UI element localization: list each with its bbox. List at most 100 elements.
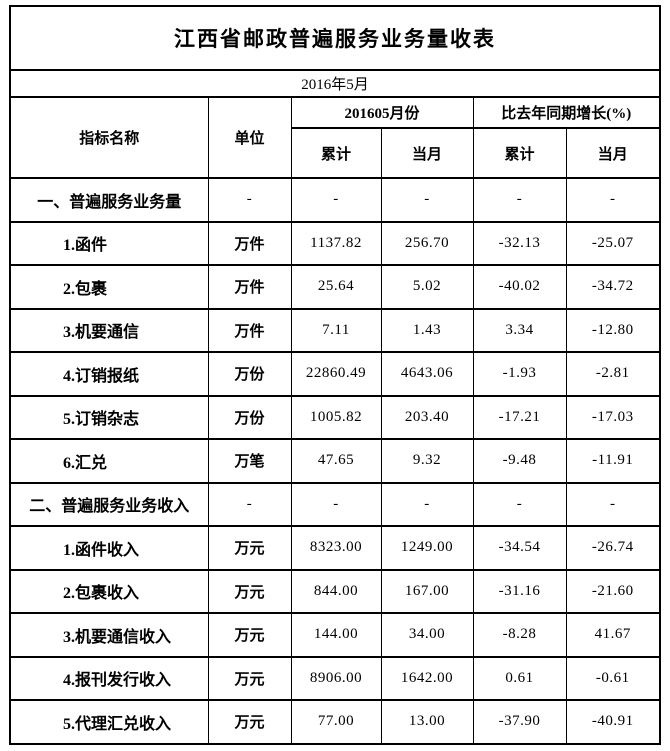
unit-cell: 万件 bbox=[207, 307, 292, 353]
value-cell: -31.16 bbox=[472, 568, 567, 614]
table-title: 江西省邮政普遍服务业务量收表 bbox=[9, 5, 661, 71]
unit-cell: 万笔 bbox=[207, 438, 292, 484]
unit-cell: 万份 bbox=[207, 351, 292, 397]
unit-cell: 万元 bbox=[207, 612, 292, 658]
value-cell: 13.00 bbox=[380, 699, 474, 745]
value-cell: - bbox=[290, 177, 382, 223]
indicator-name-cell: 5.代理汇兑收入 bbox=[9, 699, 209, 745]
unit-cell: - bbox=[207, 481, 292, 527]
value-cell: 4643.06 bbox=[380, 351, 474, 397]
value-cell: -34.54 bbox=[472, 525, 567, 571]
value-cell: 47.65 bbox=[290, 438, 382, 484]
value-cell: 41.67 bbox=[565, 612, 661, 658]
table-row: 1.函件 万件 1137.82 256.70 -32.13 -25.07 bbox=[9, 220, 661, 266]
value-cell: -11.91 bbox=[565, 438, 661, 484]
value-cell: -8.28 bbox=[472, 612, 567, 658]
value-cell: 8323.00 bbox=[290, 525, 382, 571]
value-cell: -17.21 bbox=[472, 394, 567, 440]
table-row: 5.代理汇兑收入 万元 77.00 13.00 -37.90 -40.91 bbox=[9, 699, 661, 745]
value-cell: -1.93 bbox=[472, 351, 567, 397]
table-row: 5.订销杂志 万份 1005.82 203.40 -17.21 -17.03 bbox=[9, 394, 661, 440]
value-cell: 0.61 bbox=[472, 655, 567, 701]
header-cumulative: 累计 bbox=[290, 127, 382, 179]
report-period: 2016年5月 bbox=[9, 69, 661, 98]
unit-cell: - bbox=[207, 177, 292, 223]
value-cell: -2.81 bbox=[565, 351, 661, 397]
value-cell: 34.00 bbox=[380, 612, 474, 658]
title-row: 江西省邮政普遍服务业务量收表 bbox=[9, 5, 661, 71]
value-cell: 25.64 bbox=[290, 264, 382, 310]
value-cell: 22860.49 bbox=[290, 351, 382, 397]
value-cell: -17.03 bbox=[565, 394, 661, 440]
value-cell: 1005.82 bbox=[290, 394, 382, 440]
postal-service-report-table: 江西省邮政普遍服务业务量收表 2016年5月 指标名称 单位 201605月份 … bbox=[9, 5, 661, 745]
value-cell: - bbox=[472, 177, 567, 223]
value-cell: - bbox=[565, 481, 661, 527]
unit-cell: 万元 bbox=[207, 699, 292, 745]
unit-cell: 万件 bbox=[207, 264, 292, 310]
subtitle-row: 2016年5月 bbox=[9, 69, 661, 98]
value-cell: 144.00 bbox=[290, 612, 382, 658]
table-row: 2.包裹收入 万元 844.00 167.00 -31.16 -21.60 bbox=[9, 568, 661, 614]
indicator-name-cell: 1.函件收入 bbox=[9, 525, 209, 571]
value-cell: -40.91 bbox=[565, 699, 661, 745]
value-cell: 5.02 bbox=[380, 264, 474, 310]
header-group-current-month: 201605月份 bbox=[290, 96, 474, 129]
unit-cell: 万元 bbox=[207, 655, 292, 701]
value-cell: - bbox=[565, 177, 661, 223]
section-row: 一、普遍服务业务量 - - - - - bbox=[9, 177, 661, 223]
value-cell: -25.07 bbox=[565, 220, 661, 266]
value-cell: 1249.00 bbox=[380, 525, 474, 571]
table-row: 2.包裹 万件 25.64 5.02 -40.02 -34.72 bbox=[9, 264, 661, 310]
value-cell: -37.90 bbox=[472, 699, 567, 745]
value-cell: 9.32 bbox=[380, 438, 474, 484]
value-cell: -34.72 bbox=[565, 264, 661, 310]
table-body: 一、普遍服务业务量 - - - - -1.函件 万件 1137.82 256.70 -32.13-… bbox=[9, 177, 661, 745]
value-cell: - bbox=[290, 481, 382, 527]
value-cell: 844.00 bbox=[290, 568, 382, 614]
value-cell: 3.34 bbox=[472, 307, 567, 353]
value-cell: - bbox=[380, 177, 474, 223]
value-cell: 1137.82 bbox=[290, 220, 382, 266]
section-row: 二、普遍服务业务收入 - - - - - bbox=[9, 481, 661, 527]
value-cell: 256.70 bbox=[380, 220, 474, 266]
table-head: 江西省邮政普遍服务业务量收表 2016年5月 指标名称 单位 201605月份 … bbox=[9, 5, 661, 179]
value-cell: 203.40 bbox=[380, 394, 474, 440]
value-cell: -0.61 bbox=[565, 655, 661, 701]
value-cell: -40.02 bbox=[472, 264, 567, 310]
table-row: 3.机要通信 万件 7.11 1.43 3.34 -12.80 bbox=[9, 307, 661, 353]
header-row-groups: 指标名称 单位 201605月份 比去年同期增长(%) bbox=[9, 96, 661, 179]
header-current-month: 当月 bbox=[380, 127, 474, 179]
header-yoy-current-month: 当月 bbox=[565, 127, 661, 179]
table-row: 6.汇兑 万笔 47.65 9.32 -9.48 -11.91 bbox=[9, 438, 661, 484]
table-row: 3.机要通信收入 万元 144.00 34.00 -8.28 41.67 bbox=[9, 612, 661, 658]
indicator-name-cell: 4.订销报纸 bbox=[9, 351, 209, 397]
value-cell: 1642.00 bbox=[380, 655, 474, 701]
indicator-name-cell: 6.汇兑 bbox=[9, 438, 209, 484]
table-row: 4.报刊发行收入 万元 8906.00 1642.00 0.61 -0.61 bbox=[9, 655, 661, 701]
indicator-name-cell: 2.包裹收入 bbox=[9, 568, 209, 614]
header-indicator-name: 指标名称 bbox=[9, 96, 209, 179]
indicator-name-cell: 1.函件 bbox=[9, 220, 209, 266]
unit-cell: 万元 bbox=[207, 525, 292, 571]
unit-cell: 万份 bbox=[207, 394, 292, 440]
value-cell: 167.00 bbox=[380, 568, 474, 614]
value-cell: 77.00 bbox=[290, 699, 382, 745]
value-cell: -32.13 bbox=[472, 220, 567, 266]
header-yoy-cumulative: 累计 bbox=[472, 127, 567, 179]
value-cell: - bbox=[472, 481, 567, 527]
unit-cell: 万元 bbox=[207, 568, 292, 614]
unit-cell: 万件 bbox=[207, 220, 292, 266]
table-row: 1.函件收入 万元 8323.00 1249.00 -34.54 -26.74 bbox=[9, 525, 661, 571]
value-cell: -12.80 bbox=[565, 307, 661, 353]
value-cell: 7.11 bbox=[290, 307, 382, 353]
value-cell: - bbox=[380, 481, 474, 527]
value-cell: -21.60 bbox=[565, 568, 661, 614]
value-cell: 8906.00 bbox=[290, 655, 382, 701]
header-group-yoy-growth: 比去年同期增长(%) bbox=[472, 96, 661, 129]
indicator-name-cell: 2.包裹 bbox=[9, 264, 209, 310]
indicator-name-cell: 一、普遍服务业务量 bbox=[9, 177, 209, 223]
value-cell: -26.74 bbox=[565, 525, 661, 571]
indicator-name-cell: 二、普遍服务业务收入 bbox=[9, 481, 209, 527]
indicator-name-cell: 4.报刊发行收入 bbox=[9, 655, 209, 701]
